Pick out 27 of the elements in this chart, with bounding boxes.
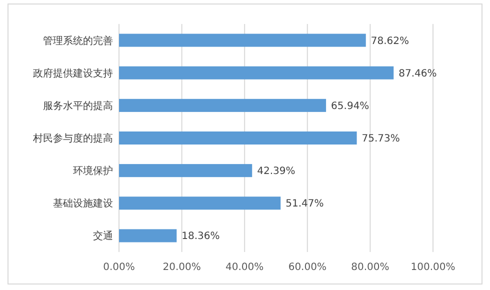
y-tick-label: 服务水平的提高	[43, 100, 113, 112]
y-tick-label: 村民参与度的提高	[32, 132, 113, 144]
data-label: 78.62%	[370, 36, 410, 47]
x-tick-label: 0.00%	[103, 262, 135, 273]
data-label: 65.94%	[331, 100, 370, 112]
data-label: 51.47%	[286, 198, 324, 210]
x-tick-label: 40.00%	[226, 262, 264, 273]
data-label: 75.73%	[362, 134, 400, 144]
bar	[119, 131, 357, 145]
y-tick-label: 基础设施建设	[53, 198, 113, 210]
x-tick-label: 80.00%	[351, 262, 390, 273]
x-tick-label: 20.00%	[162, 262, 201, 273]
x-tick-label: 100.00%	[410, 262, 456, 273]
y-tick-label: 环境保护	[73, 165, 113, 178]
bar	[119, 34, 366, 47]
x-tick-label: 60.00%	[288, 262, 326, 273]
bar	[119, 196, 281, 210]
bar	[119, 164, 252, 178]
y-tick-label: 政府提供建设支持	[33, 67, 113, 80]
bar	[119, 66, 394, 80]
data-label: 18.36%	[182, 231, 220, 242]
y-tick-label: 交通	[93, 230, 113, 242]
data-label: 42.39%	[257, 166, 296, 178]
bar	[119, 98, 326, 112]
y-tick-label: 管理系统的完善	[43, 34, 113, 47]
data-label: 87.46%	[398, 68, 437, 80]
bar	[119, 229, 177, 242]
